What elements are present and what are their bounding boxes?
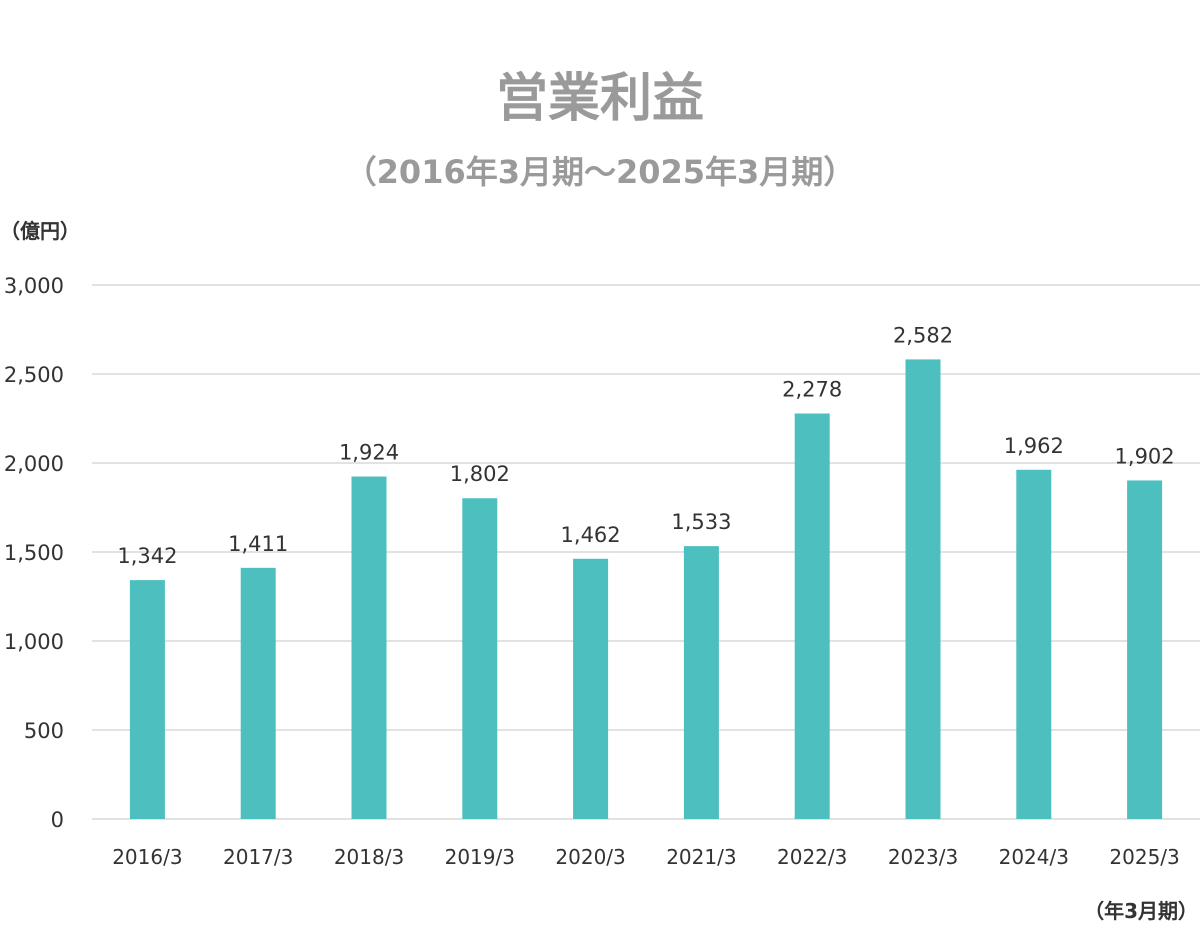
- x-tick-label: 2025/3: [1109, 845, 1179, 869]
- data-label: 1,962: [1004, 434, 1064, 458]
- bar: [683, 546, 719, 819]
- data-label: 1,462: [561, 523, 621, 547]
- data-labels: 1,342 1,411 1,924 1,802 1,462 1,533 2,278 2,582…: [117, 323, 1174, 568]
- chart-subtitle: （2016年3月期～2025年3月期）: [345, 153, 856, 191]
- bar: [240, 567, 276, 819]
- data-label: 1,533: [671, 510, 731, 534]
- gridlines: [92, 284, 1200, 820]
- x-tick-label: 2018/3: [334, 845, 404, 869]
- data-label: 1,924: [339, 441, 399, 465]
- x-axis-tick-labels: 2016/3 2017/3 2018/3 2019/3 2020/3 2021/3 2022…: [112, 845, 1180, 869]
- y-tick-label: 3,000: [4, 274, 64, 298]
- y-tick-label: 500: [24, 719, 64, 743]
- y-tick-label: 0: [51, 808, 64, 832]
- bar: [1127, 480, 1163, 819]
- y-tick-label: 1,000: [4, 630, 64, 654]
- bar: [1016, 469, 1052, 819]
- x-tick-label: 2017/3: [223, 845, 293, 869]
- bar: [129, 580, 165, 819]
- x-tick-label: 2020/3: [555, 845, 625, 869]
- x-axis-unit-label: （年3月期）: [1084, 899, 1198, 923]
- bar: [905, 359, 941, 819]
- data-label: 1,342: [117, 544, 177, 568]
- bar: [462, 498, 498, 819]
- bars: [129, 359, 1163, 819]
- y-tick-label: 2,500: [4, 363, 64, 387]
- data-label: 2,278: [782, 378, 842, 402]
- x-tick-label: 2016/3: [112, 845, 182, 869]
- chart-title: 営業利益: [496, 69, 704, 129]
- y-tick-label: 1,500: [4, 541, 64, 565]
- data-label: 1,411: [228, 532, 288, 556]
- bar: [573, 558, 609, 819]
- x-tick-label: 2022/3: [777, 845, 847, 869]
- data-label: 2,582: [893, 323, 953, 347]
- x-tick-label: 2024/3: [999, 845, 1069, 869]
- y-axis-tick-labels: 0 500 1,000 1,500 2,000 2,500 3,000: [4, 274, 64, 832]
- x-tick-label: 2023/3: [888, 845, 958, 869]
- y-axis-unit-label: （億円）: [0, 219, 80, 243]
- data-label: 1,902: [1115, 444, 1175, 468]
- x-tick-label: 2021/3: [666, 845, 736, 869]
- y-tick-label: 2,000: [4, 452, 64, 476]
- x-tick-label: 2019/3: [445, 845, 515, 869]
- bar: [794, 413, 830, 819]
- bar: [351, 476, 387, 819]
- data-label: 1,802: [450, 462, 510, 486]
